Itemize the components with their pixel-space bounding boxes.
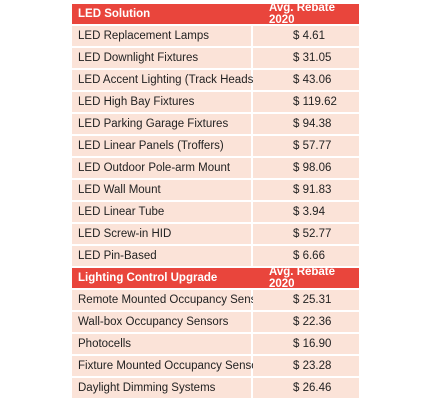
row-value: $ 119.62 <box>253 92 359 112</box>
row-label: Daylight Dimming Systems <box>72 378 251 398</box>
section-header-lighting-control: Lighting Control Upgrade Avg. Rebate 202… <box>72 266 359 290</box>
row-label: LED Wall Mount <box>72 180 251 200</box>
table-row: Fixture Mounted Occupancy Sensors $ 23.2… <box>72 356 359 376</box>
table-row: Wall-box Occupancy Sensors $ 22.36 <box>72 312 359 332</box>
row-label: LED Pin-Based <box>72 246 251 266</box>
table-row: Photocells $ 16.90 <box>72 334 359 354</box>
row-value: $ 57.77 <box>253 136 359 156</box>
column-header-label: Lighting Control Upgrade <box>78 272 218 284</box>
row-label: Remote Mounted Occupancy Sensors <box>72 290 272 310</box>
row-value: $ 23.28 <box>253 356 359 376</box>
table-row: LED Downlight Fixtures $ 31.05 <box>72 48 359 68</box>
row-value: $ 98.06 <box>253 158 359 178</box>
row-value: $ 6.66 <box>253 246 359 266</box>
row-value: $ 31.05 <box>253 48 359 68</box>
row-label: LED Replacement Lamps <box>72 26 251 46</box>
table-row: LED Linear Tube $ 3.94 <box>72 202 359 222</box>
column-header-label: LED Solution <box>78 8 151 20</box>
table-row: LED Pin-Based $ 6.66 <box>72 246 359 266</box>
table-row: LED High Bay Fixtures $ 119.62 <box>72 92 359 112</box>
row-value: $ 91.83 <box>253 180 359 200</box>
row-value: $ 26.46 <box>253 378 359 398</box>
row-label: LED Screw-in HID <box>72 224 251 244</box>
row-value: $ 94.38 <box>253 114 359 134</box>
row-label: LED Parking Garage Fixtures <box>72 114 251 134</box>
table-row: LED Accent Lighting (Track Heads) $ 43.0… <box>72 70 359 90</box>
column-header-value: Avg. Rebate 2020 <box>269 266 336 290</box>
row-value: $ 4.61 <box>253 26 359 46</box>
row-value: $ 22.36 <box>253 312 359 332</box>
column-header-value: Avg. Rebate 2020 <box>269 2 336 26</box>
row-value: $ 3.94 <box>253 202 359 222</box>
row-label: LED High Bay Fixtures <box>72 92 251 112</box>
row-label: LED Outdoor Pole-arm Mount <box>72 158 251 178</box>
section-header-led-solution: LED Solution Avg. Rebate 2020 <box>72 2 359 26</box>
row-label: LED Linear Panels (Troffers) <box>72 136 251 156</box>
row-label: Photocells <box>72 334 251 354</box>
row-value: $ 52.77 <box>253 224 359 244</box>
table-row: LED Outdoor Pole-arm Mount $ 98.06 <box>72 158 359 178</box>
table-row: LED Screw-in HID $ 52.77 <box>72 224 359 244</box>
row-value: $ 25.31 <box>253 290 359 310</box>
table-row: Remote Mounted Occupancy Sensors $ 25.31 <box>72 290 359 310</box>
row-label: Fixture Mounted Occupancy Sensors <box>72 356 267 376</box>
table-row: LED Linear Panels (Troffers) $ 57.77 <box>72 136 359 156</box>
rebate-table: LED Solution Avg. Rebate 2020 LED Replac… <box>72 2 359 400</box>
row-value: $ 43.06 <box>253 70 359 90</box>
table-row: LED Parking Garage Fixtures $ 94.38 <box>72 114 359 134</box>
row-value: $ 16.90 <box>253 334 359 354</box>
table-row: LED Replacement Lamps $ 4.61 <box>72 26 359 46</box>
row-label: Wall-box Occupancy Sensors <box>72 312 251 332</box>
row-label: LED Linear Tube <box>72 202 251 222</box>
row-label: LED Accent Lighting (Track Heads) <box>72 70 257 90</box>
table-row: Daylight Dimming Systems $ 26.46 <box>72 378 359 398</box>
table-row: LED Wall Mount $ 91.83 <box>72 180 359 200</box>
row-label: LED Downlight Fixtures <box>72 48 251 68</box>
